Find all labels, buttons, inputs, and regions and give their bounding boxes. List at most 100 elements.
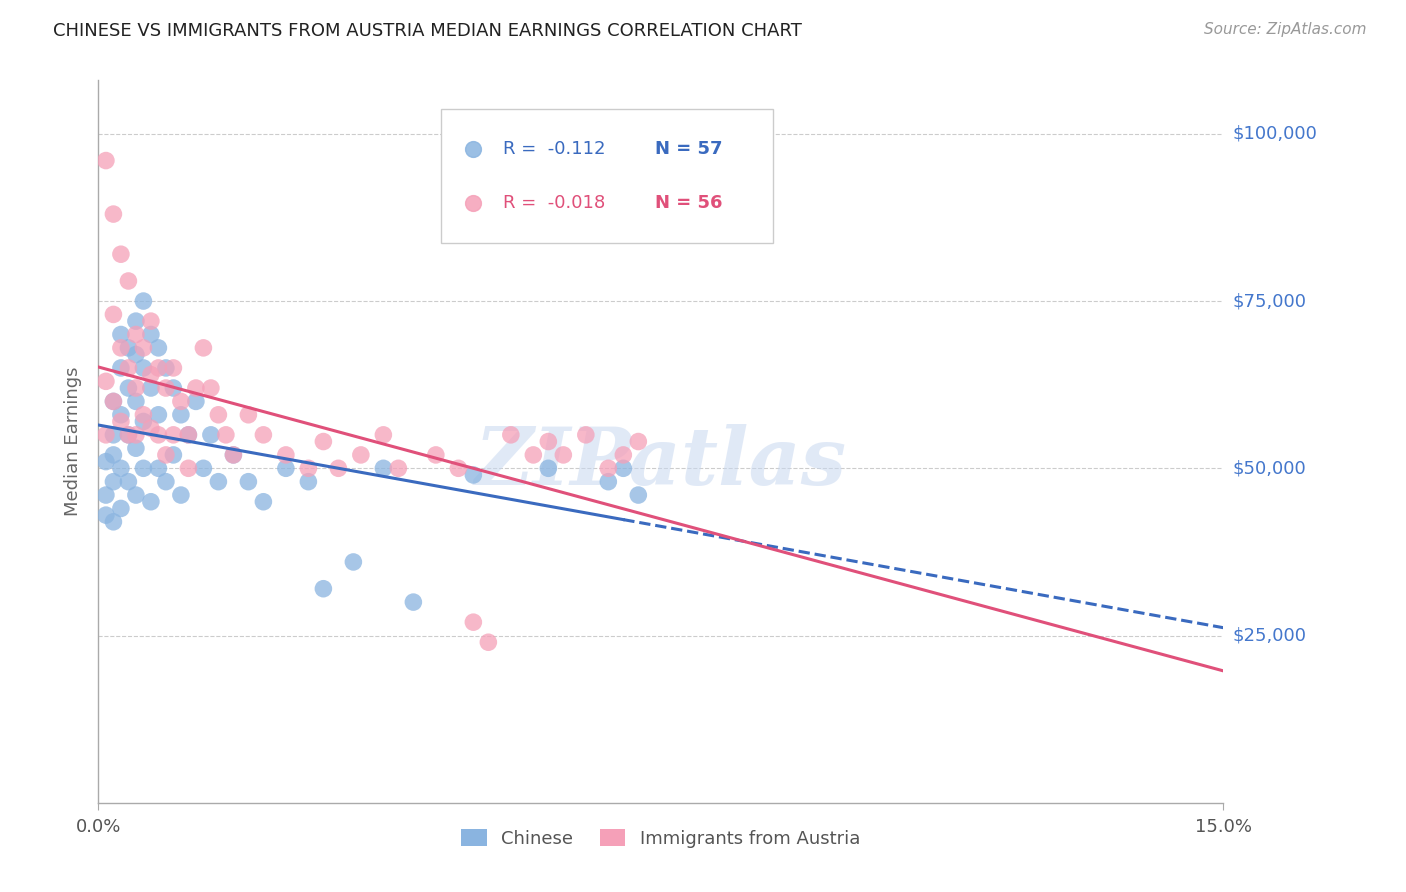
Point: [184, 394, 207, 409]
Point: [207, 408, 229, 422]
Point: [162, 427, 184, 442]
Text: $75,000: $75,000: [1232, 292, 1306, 310]
Point: [139, 368, 162, 382]
Point: [252, 427, 274, 442]
Point: [598, 475, 620, 489]
Point: [238, 475, 260, 489]
Point: [627, 434, 650, 449]
Point: [193, 461, 215, 475]
Point: [94, 508, 117, 523]
Point: [522, 448, 544, 462]
Point: [94, 427, 117, 442]
Point: [132, 408, 155, 422]
Point: [612, 461, 634, 475]
Point: [139, 327, 162, 342]
Point: [177, 427, 200, 442]
Point: [387, 461, 409, 475]
Point: [297, 461, 319, 475]
Point: [148, 408, 170, 422]
Point: [132, 293, 155, 308]
Point: [162, 361, 184, 376]
Text: N = 56: N = 56: [655, 194, 723, 212]
Point: [575, 427, 598, 442]
Point: [222, 448, 245, 462]
Point: [274, 448, 297, 462]
Y-axis label: Median Earnings: Median Earnings: [65, 367, 83, 516]
Point: [155, 381, 177, 395]
Text: N = 57: N = 57: [655, 140, 723, 158]
Point: [139, 381, 162, 395]
Point: [598, 461, 620, 475]
Point: [117, 475, 139, 489]
Text: $25,000: $25,000: [1232, 626, 1306, 645]
Point: [103, 207, 125, 221]
Point: [110, 247, 132, 261]
Point: [177, 461, 200, 475]
Point: [612, 448, 634, 462]
Point: [110, 408, 132, 422]
Point: [110, 361, 132, 376]
Point: [402, 595, 425, 609]
Point: [110, 414, 132, 428]
Point: [215, 427, 238, 442]
Point: [132, 341, 155, 355]
Point: [463, 467, 485, 482]
Point: [373, 461, 395, 475]
FancyBboxPatch shape: [441, 109, 773, 243]
Point: [103, 448, 125, 462]
Point: [447, 461, 470, 475]
Point: [200, 381, 222, 395]
Point: [117, 274, 139, 288]
Point: [148, 341, 170, 355]
Point: [117, 361, 139, 376]
Point: [425, 448, 447, 462]
Point: [463, 615, 485, 630]
Point: [170, 408, 193, 422]
Point: [139, 494, 162, 508]
Text: CHINESE VS IMMIGRANTS FROM AUSTRIA MEDIAN EARNINGS CORRELATION CHART: CHINESE VS IMMIGRANTS FROM AUSTRIA MEDIA…: [53, 22, 803, 40]
Point: [125, 427, 148, 442]
Point: [94, 375, 117, 389]
Text: $100,000: $100,000: [1232, 125, 1317, 143]
Point: [148, 461, 170, 475]
Point: [312, 434, 335, 449]
Legend: Chinese, Immigrants from Austria: Chinese, Immigrants from Austria: [454, 822, 868, 855]
Text: R =  -0.018: R = -0.018: [503, 194, 606, 212]
Point: [125, 394, 148, 409]
Point: [170, 394, 193, 409]
Point: [155, 361, 177, 376]
Point: [350, 448, 373, 462]
Point: [103, 427, 125, 442]
Point: [94, 488, 117, 502]
Point: [177, 427, 200, 442]
Point: [117, 341, 139, 355]
Point: [155, 448, 177, 462]
Point: [312, 582, 335, 596]
Point: [155, 475, 177, 489]
Point: [170, 488, 193, 502]
Point: [193, 341, 215, 355]
Point: [103, 515, 125, 529]
Point: [132, 461, 155, 475]
Text: Source: ZipAtlas.com: Source: ZipAtlas.com: [1204, 22, 1367, 37]
Point: [162, 448, 184, 462]
Point: [297, 475, 319, 489]
Point: [94, 153, 117, 168]
Point: [103, 307, 125, 321]
Point: [125, 381, 148, 395]
Point: [103, 475, 125, 489]
Point: [537, 434, 560, 449]
Point: [477, 635, 499, 649]
Point: [125, 327, 148, 342]
Point: [125, 348, 148, 362]
Point: [110, 461, 132, 475]
Point: [274, 461, 297, 475]
Point: [537, 461, 560, 475]
Point: [148, 361, 170, 376]
Text: ZIPatlas: ZIPatlas: [475, 425, 846, 502]
Text: R =  -0.112: R = -0.112: [503, 140, 606, 158]
Point: [132, 414, 155, 428]
Point: [499, 427, 522, 442]
Point: [117, 427, 139, 442]
Point: [162, 381, 184, 395]
